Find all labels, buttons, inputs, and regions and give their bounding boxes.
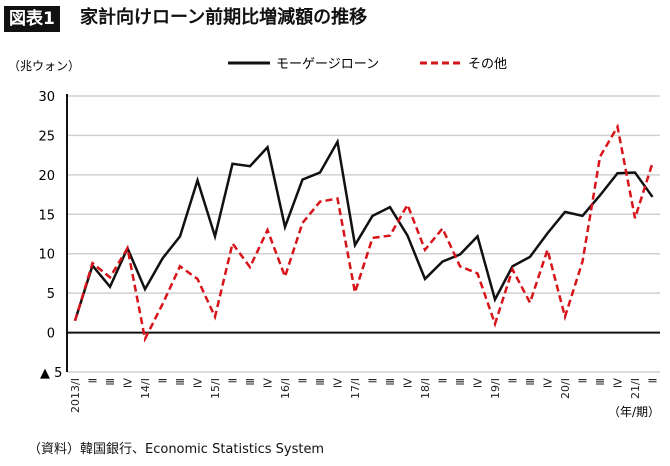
x-tick-label: Ⅲ [174,378,187,386]
x-tick-label: Ⅱ [437,378,450,383]
x-tick-label: Ⅳ [192,377,205,388]
x-tick-label: Ⅲ [454,378,467,386]
x-tick-label: 16/Ⅰ [279,378,292,399]
y-axis-unit: （兆ウォン） [8,59,80,73]
y-ticks: 30 25 20 15 10 5 0 ▲ 5 [38,90,62,381]
x-tick-label: Ⅲ [524,378,537,386]
grid [66,94,660,373]
x-tick-label: Ⅳ [122,377,135,388]
legend-label: モーゲージローン [276,57,379,72]
x-tick-label: Ⅱ [577,378,590,383]
x-tick-label: Ⅳ [262,377,275,388]
legend: モーゲージローン その他 [228,57,507,72]
x-tick-label: 17/Ⅰ [349,378,362,399]
legend-label: その他 [468,57,507,72]
x-tick-label: Ⅲ [104,378,117,386]
x-tick-label: Ⅳ [402,377,415,388]
y-tick-label: 0 [47,327,55,342]
chart-title: 家計向けローン前期比増減額の推移 [80,7,368,28]
y-tick-label: 5 [47,287,55,302]
y-tick-label: 20 [38,169,55,184]
x-tick-label: Ⅳ [542,377,555,388]
source-note: （資料）韓国銀行、Economic Statistics System [28,442,325,457]
y-tick-label: 15 [38,208,55,223]
x-tick-label: Ⅳ [472,377,485,388]
x-ticks: 2013/Ⅰ Ⅱ Ⅲ Ⅳ 14/Ⅰ Ⅱ Ⅲ Ⅳ 15/Ⅰ Ⅱ Ⅲ Ⅳ 16/Ⅰ Ⅱ Ⅲ Ⅳ 17/Ⅰ Ⅱ Ⅲ Ⅳ 18/… [69,377,660,413]
x-tick-label: Ⅲ [244,378,257,386]
x-tick-label: Ⅳ [332,377,345,388]
series-line-mortgage [73,138,654,322]
x-axis-unit: （年/期） [608,405,660,419]
y-tick-label: 10 [38,248,55,263]
y-tick-label: ▲ 5 [40,366,62,381]
x-tick-label: 14/Ⅰ [139,378,152,399]
x-tick-label: 20/Ⅰ [559,378,572,399]
figure-badge: 図表1 [4,6,60,32]
y-tick-label: 25 [38,129,55,144]
x-tick-label: Ⅱ [507,378,520,383]
x-tick-label: 19/Ⅰ [489,378,502,399]
x-tick-label: Ⅱ [227,378,240,383]
x-tick-label: Ⅳ [612,377,625,388]
x-tick-label: Ⅲ [314,378,327,386]
series-lines [73,123,654,343]
x-tick-label: 15/Ⅰ [209,378,222,399]
x-tick-label: Ⅱ [297,378,310,383]
x-tick-label: 18/Ⅰ [419,378,432,399]
x-tick-label: 21/Ⅰ [629,378,642,399]
x-tick-label: Ⅱ [367,378,380,383]
x-tick-label: Ⅱ [87,378,100,383]
series-line-other [73,123,654,343]
x-tick-label: Ⅲ [384,378,397,386]
y-tick-label: 30 [38,90,55,105]
x-tick-label: Ⅱ [647,378,660,383]
x-tick-label: Ⅲ [594,378,607,386]
x-tick-label: Ⅱ [157,378,170,383]
x-tick-label: 2013/Ⅰ [69,378,82,413]
